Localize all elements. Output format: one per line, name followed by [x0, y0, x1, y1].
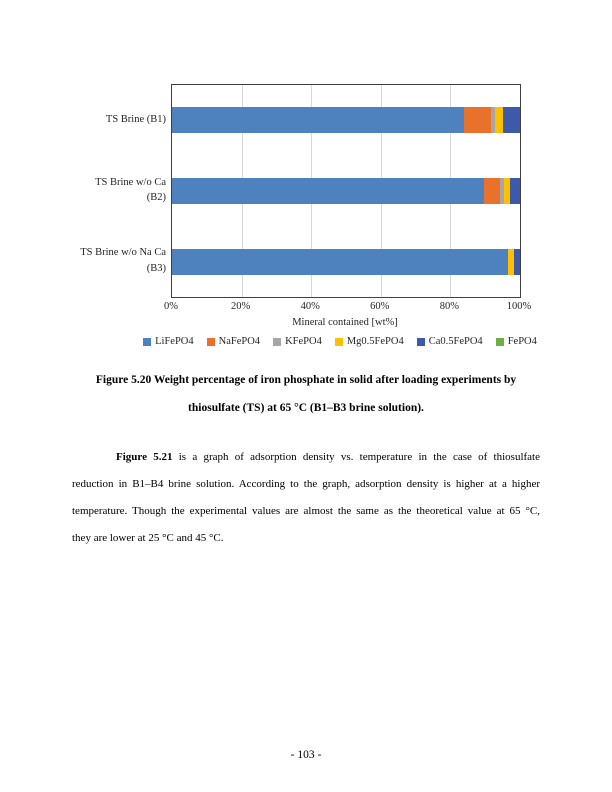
legend-swatch-icon [143, 337, 152, 346]
x-tick-label: 0% [164, 301, 178, 312]
x-tick-label: 100% [506, 301, 532, 312]
legend-label: Ca0.5FePO4 [428, 336, 483, 347]
bar-segment-lifepo4 [172, 248, 509, 275]
legend-item: FePO4 [495, 336, 537, 347]
category-label: TS Brine w/o Ca (B2) [95, 176, 166, 203]
paragraph-line1-rest: is a graph of adsorption density vs. tem… [172, 451, 540, 463]
legend-swatch-icon [206, 337, 215, 346]
bar-segment-kfepo4 [490, 107, 495, 134]
x-tick-label: 60% [370, 301, 390, 312]
legend-swatch-icon [334, 337, 343, 346]
legend-swatch-icon [495, 337, 504, 346]
category-label: TS Brine (B1) [105, 113, 166, 125]
bar-segment-nafepo4 [464, 107, 491, 134]
paragraph-line: reduction in B1–B4 brine solution. Accor… [72, 478, 540, 490]
stacked-bar [172, 107, 520, 134]
paragraph-line: Figure 5.21 is a graph of adsorption den… [72, 444, 540, 471]
bar-segment-ca0.5fepo4 [503, 107, 520, 134]
paragraph-lead: Figure 5.21 [116, 451, 173, 463]
legend-swatch-icon [416, 337, 425, 346]
bar-segment-mg0.5fepo4 [494, 107, 504, 134]
legend-item: KFePO4 [273, 336, 322, 347]
page-number: - 103 - [290, 749, 322, 761]
figure-5-20-chart: TS Brine (B1) TS Brine w/o Ca (B2) TS Brin… [0, 0, 612, 360]
legend-label: FePO4 [507, 336, 537, 347]
paragraph-line: temperature. Though the experimental val… [72, 505, 540, 517]
chart-legend: LiFePO4 NaFePO4 KFePO4 Mg0.5FePO4 Ca0.5FePO4… [96, 336, 584, 347]
legend-item: NaFePO4 [206, 336, 261, 347]
bar-segment-nafepo4 [484, 178, 501, 204]
bar-segment-lifepo4 [172, 178, 485, 204]
paragraph-line: they are lower at 25 °C and 45 °C. [72, 532, 224, 544]
category-axis-labels: TS Brine (B1) TS Brine w/o Ca (B2) TS Brin… [40, 84, 166, 296]
legend-label: Mg0.5FePO4 [346, 336, 404, 347]
figure-caption-line1: Figure 5.20 Weight percentage of iron ph… [95, 374, 517, 386]
x-axis-ticks: 0% 20% 40% 60% 80% 100% [164, 301, 531, 315]
bar-segment-mg0.5fepo4 [508, 248, 514, 275]
x-axis-title: Mineral contained [wt%] [292, 317, 398, 328]
bar-segment-ca0.5fepo4 [509, 178, 520, 204]
legend-swatch-icon [273, 337, 282, 346]
legend-label: NaFePO4 [218, 336, 261, 347]
figure-caption-line2: thiosulfate (TS) at 65 °C (B1–B3 brine s… [188, 402, 424, 414]
bar-segment-lifepo4 [172, 107, 465, 134]
body-paragraph: Figure 5.21 is a graph of adsorption den… [72, 444, 540, 552]
legend-item: Ca0.5FePO4 [416, 336, 483, 347]
category-label: TS Brine w/o Na Ca (B3) [80, 247, 166, 274]
stacked-bar [172, 178, 520, 204]
legend-item: LiFePO4 [143, 336, 194, 347]
x-tick-label: 40% [300, 301, 320, 312]
figure-caption: Figure 5.20 Weight percentage of iron ph… [36, 366, 576, 422]
legend-label: KFePO4 [285, 336, 322, 347]
legend-label: LiFePO4 [155, 336, 194, 347]
x-tick-label: 80% [439, 301, 460, 312]
bar-segment-mg0.5fepo4 [503, 178, 510, 204]
stacked-bar [172, 248, 520, 275]
plot-area [171, 84, 521, 298]
x-tick-label: 20% [230, 301, 251, 312]
bar-segment-ca0.5fepo4 [513, 248, 520, 275]
legend-item: Mg0.5FePO4 [334, 336, 404, 347]
bar-segment-kfepo4 [500, 178, 504, 204]
